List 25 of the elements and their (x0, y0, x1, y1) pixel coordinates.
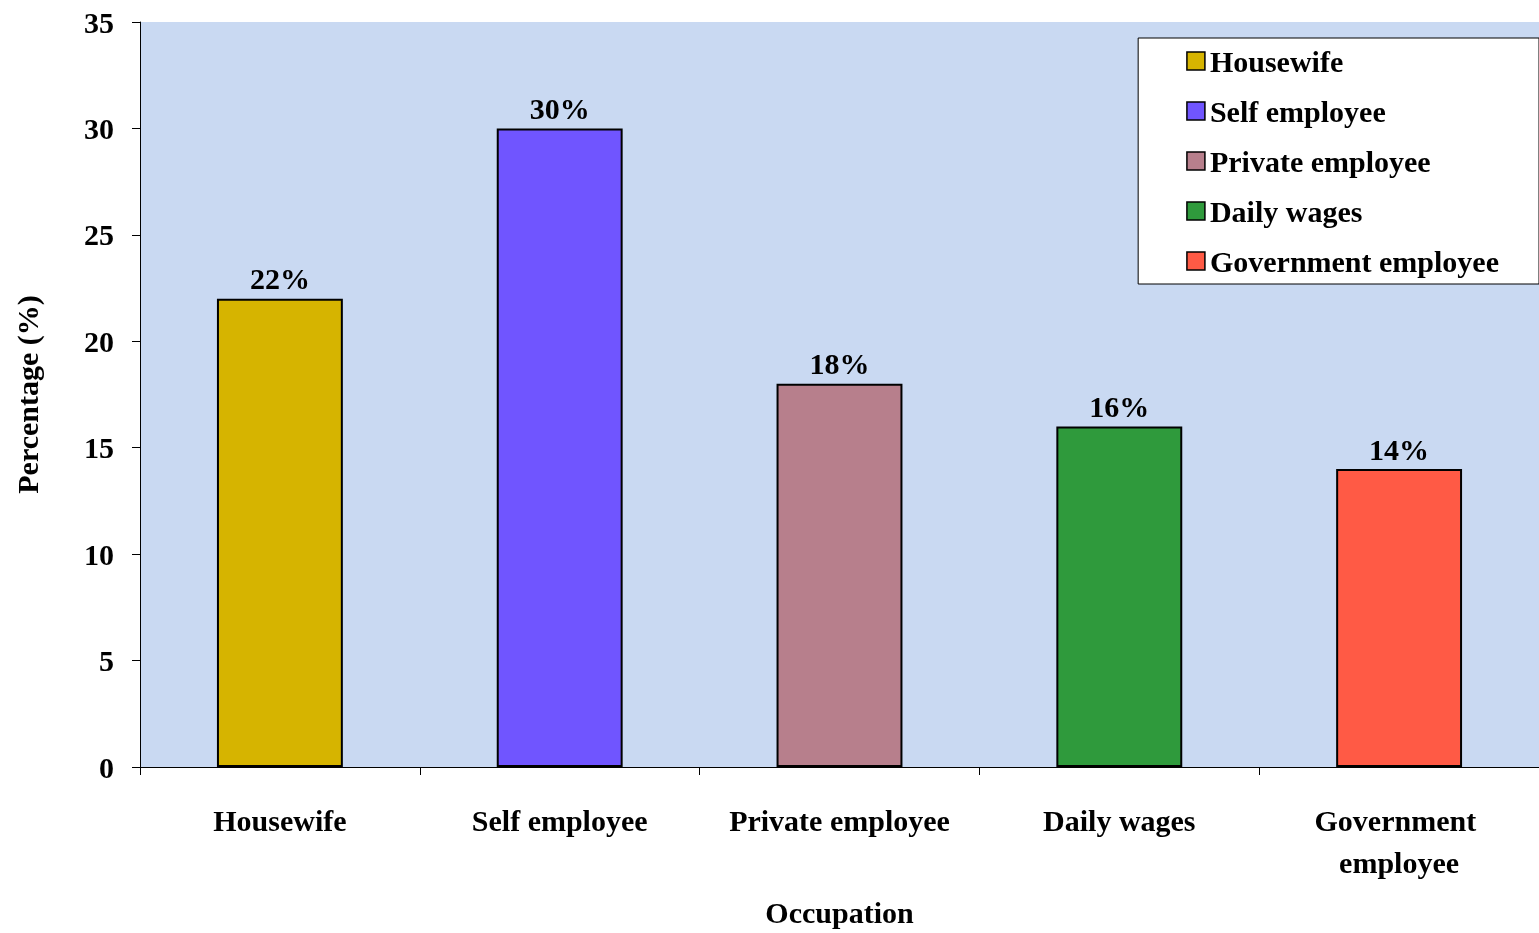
legend-label: Government employee (1209, 244, 1500, 278)
x-tick-label: Housewife (213, 803, 347, 837)
y-tick-label: 25 (84, 218, 114, 252)
y-tick-label: 0 (99, 750, 114, 784)
legend-label: Daily wages (1209, 194, 1363, 228)
data-label: 30% (529, 91, 590, 125)
data-label: 14% (1369, 432, 1430, 466)
data-label: 22% (249, 262, 310, 296)
x-tick-label: Daily wages (1043, 803, 1196, 837)
y-tick-label: 5 (99, 644, 114, 678)
x-tick-label: Private employee (729, 803, 950, 837)
y-tick-label: 30 (84, 111, 114, 145)
legend-label: Private employee (1209, 144, 1431, 178)
x-tick-label: Government employee (1314, 803, 1484, 879)
x-axis-title: Occupation (765, 895, 914, 929)
x-tick-label: Self employee (471, 803, 648, 837)
y-tick-label: 35 (84, 5, 114, 39)
y-tick-label: 10 (84, 537, 114, 571)
y-tick-label: 20 (84, 324, 114, 358)
legend-label: Self employee (1209, 94, 1386, 128)
data-label: 18% (809, 347, 870, 381)
y-tick-label: 15 (84, 431, 114, 465)
y-axis-title: Percentage (%) (10, 295, 45, 494)
legend-label: Housewife (1209, 44, 1344, 78)
data-label: 16% (1089, 389, 1150, 423)
